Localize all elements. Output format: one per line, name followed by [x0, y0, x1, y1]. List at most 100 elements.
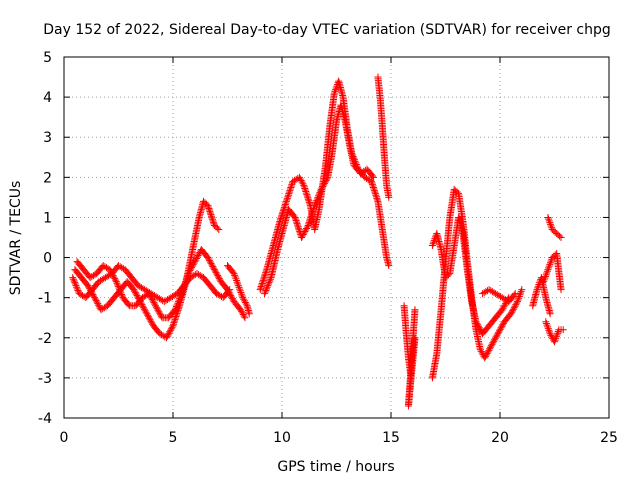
data-point — [545, 264, 553, 272]
data-point — [368, 179, 376, 187]
data-point — [237, 307, 245, 315]
data-point — [239, 311, 247, 319]
data-point — [262, 267, 270, 275]
data-point — [142, 308, 150, 316]
data-point — [313, 195, 321, 203]
x-tick-label: 5 — [169, 430, 178, 446]
data-point — [373, 196, 381, 204]
data-point — [476, 325, 484, 333]
data-point — [228, 295, 236, 303]
data-point — [205, 255, 213, 263]
data-point — [215, 273, 223, 281]
data-point — [156, 309, 164, 317]
data-point — [476, 346, 484, 354]
tick-labels: 0 5 10 15 20 25 -4 -3 -2 -1 0 1 2 3 4 5 — [38, 50, 618, 446]
series-arc-15 — [542, 318, 567, 346]
data-point — [84, 282, 92, 290]
data-point — [152, 303, 160, 311]
data-point — [227, 292, 235, 300]
data-point — [174, 298, 182, 306]
data-point — [234, 280, 242, 288]
data-point — [547, 331, 555, 339]
data-point — [180, 283, 188, 291]
data-point — [140, 304, 148, 312]
data-point — [500, 303, 508, 311]
data-point — [208, 261, 216, 269]
data-point — [545, 217, 553, 225]
data-point — [546, 330, 554, 338]
data-point — [112, 278, 120, 286]
data-point — [206, 208, 214, 216]
data-point — [297, 177, 305, 185]
data-point — [544, 323, 552, 331]
data-point — [208, 214, 216, 222]
data-point — [114, 281, 122, 289]
data-point — [262, 269, 270, 277]
data-point — [256, 286, 264, 294]
x-tick-label: 20 — [491, 430, 509, 446]
data-point — [474, 321, 482, 329]
data-point — [178, 290, 186, 298]
data-point — [164, 331, 172, 339]
data-point — [292, 217, 300, 225]
data-point — [481, 354, 489, 362]
data-point — [510, 304, 518, 312]
data-point — [195, 250, 203, 258]
data-point — [332, 86, 340, 94]
data-point — [190, 259, 198, 267]
data-point — [554, 329, 562, 337]
data-marks — [69, 73, 567, 410]
data-point — [173, 301, 181, 309]
series-arc-8 — [400, 302, 419, 410]
data-point — [284, 193, 292, 201]
data-point — [287, 184, 295, 192]
data-point — [542, 318, 550, 326]
data-point — [88, 289, 96, 297]
data-point — [242, 300, 250, 308]
data-point — [544, 325, 552, 333]
data-point — [510, 291, 518, 299]
data-point — [139, 302, 147, 310]
data-point — [305, 197, 313, 205]
data-point — [258, 281, 266, 289]
data-point — [317, 187, 325, 195]
data-point — [179, 285, 187, 293]
data-point — [316, 189, 324, 197]
data-point — [553, 331, 561, 339]
data-point — [331, 87, 339, 95]
data-point — [283, 196, 291, 204]
data-point — [107, 267, 115, 275]
data-point — [146, 316, 154, 324]
data-point — [94, 300, 102, 308]
data-point — [215, 275, 223, 283]
data-point — [235, 283, 243, 291]
data-point — [204, 254, 212, 262]
data-point — [385, 262, 393, 270]
data-point — [171, 306, 179, 314]
data-point — [91, 295, 99, 303]
data-point — [315, 190, 323, 198]
data-point — [292, 215, 300, 223]
data-point — [166, 328, 174, 336]
data-point — [140, 305, 148, 313]
data-point — [188, 262, 196, 270]
data-point — [321, 179, 329, 187]
data-point — [546, 260, 554, 268]
data-point — [370, 187, 378, 195]
data-point — [515, 294, 523, 302]
data-point — [484, 348, 492, 356]
data-point — [184, 270, 192, 278]
data-point — [260, 273, 268, 281]
data-point — [318, 184, 326, 192]
data-point — [518, 286, 526, 294]
data-point — [205, 204, 213, 212]
data-point — [303, 223, 311, 231]
data-point — [177, 291, 185, 299]
data-point — [145, 314, 153, 322]
data-point — [172, 314, 180, 322]
data-point — [301, 184, 309, 192]
data-point — [69, 274, 77, 282]
data-point — [185, 268, 193, 276]
y-tick-label: 4 — [43, 90, 52, 106]
data-point — [180, 282, 188, 290]
